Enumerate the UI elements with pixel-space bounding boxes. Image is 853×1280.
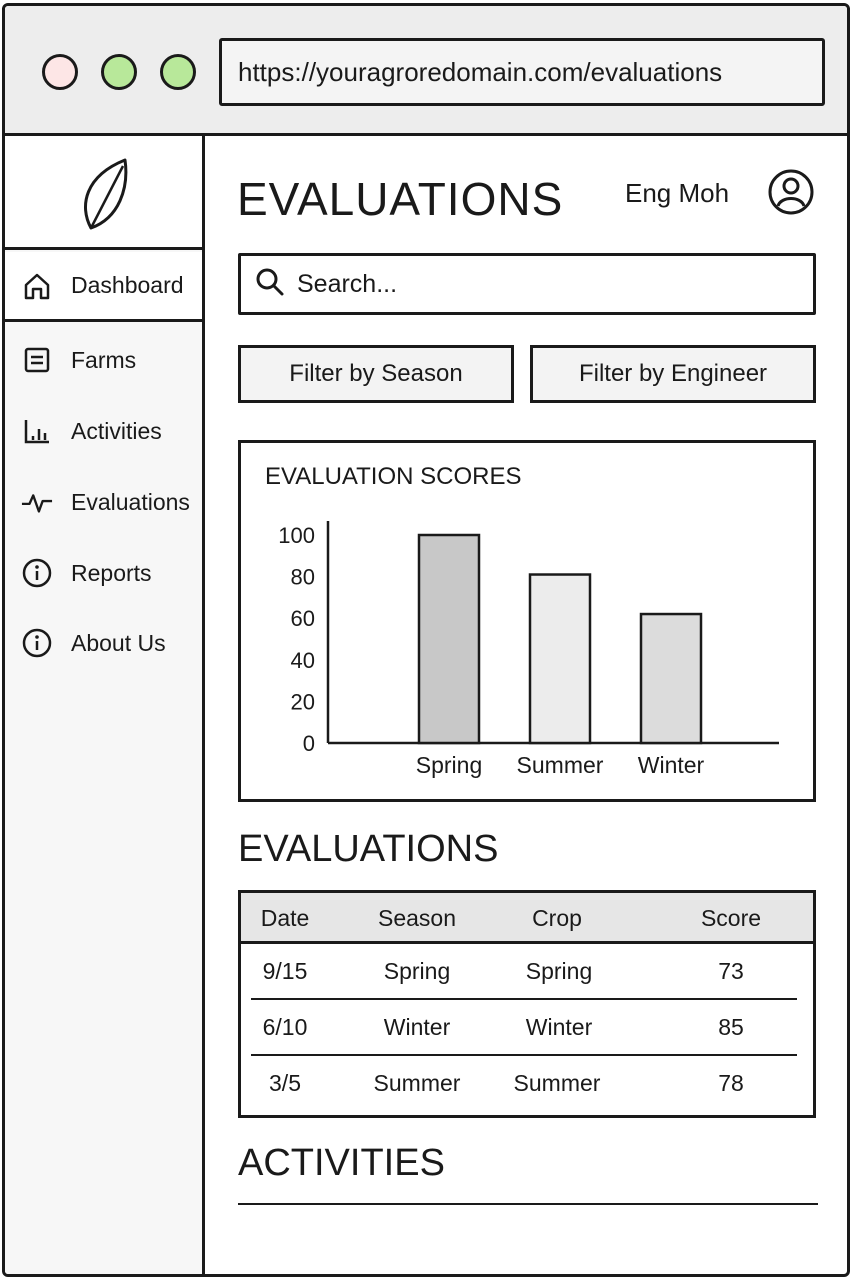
info-icon [21, 627, 53, 659]
sidebar-item-dashboard[interactable]: Dashboard [5, 252, 202, 322]
chart-title: EVALUATION SCORES [265, 463, 522, 490]
evaluations-table: Date Season Crop Score 9/15 Spring Sprin… [238, 890, 816, 1118]
column-header-crop: Crop [532, 905, 582, 931]
cell-season: Spring [383, 958, 451, 984]
home-icon [21, 270, 53, 302]
table-row[interactable]: 3/5 Summer Summer 78 [241, 1056, 813, 1112]
page-title: EVALUATIONS [237, 173, 564, 225]
column-header-score: Score [700, 905, 762, 931]
y-tick-label: 100 [278, 523, 315, 548]
table-row[interactable]: 9/15 Spring Spring 73 [241, 944, 813, 1000]
sidebar-item-label: Activities [71, 417, 162, 444]
activities-section-title: ACTIVITIES [238, 1142, 445, 1184]
sidebar-item-label: Dashboard [71, 272, 184, 298]
filter-by-season-button[interactable]: Filter by Season [238, 345, 514, 403]
user-name[interactable]: Eng Moh [625, 178, 730, 208]
sidebar-item-label: About Us [71, 629, 166, 656]
leaf-icon [83, 158, 128, 230]
evaluations-section-title: EVALUATIONS [238, 828, 499, 870]
cell-crop: Spring [525, 958, 593, 984]
bar-spring [417, 533, 481, 745]
search-input[interactable] [295, 268, 795, 300]
cell-crop: Summer [513, 1070, 601, 1096]
sidebar: Dashboard Farms Activities Evaluations R [5, 136, 205, 1274]
pulse-icon [21, 486, 53, 518]
window-minimize-dot[interactable] [101, 54, 137, 90]
document-icon [21, 344, 53, 376]
evaluation-scores-chart: EVALUATION SCORES 0 20 40 60 80 100 Spring Summ… [238, 440, 816, 802]
logo[interactable] [5, 136, 202, 250]
bar-chart: 0 20 40 60 80 100 Spring Summer Winter [278, 521, 779, 778]
row-divider [251, 1054, 797, 1056]
x-tick-label: Winter [638, 752, 705, 778]
cell-score: 85 [718, 1014, 744, 1040]
x-tick-label: Spring [416, 752, 482, 778]
x-tick-label: Summer [517, 752, 604, 778]
cell-score: 73 [718, 958, 744, 984]
browser-window: https://youragroredomain.com/evaluations… [2, 3, 850, 1277]
filter-by-engineer-button[interactable]: Filter by Engineer [530, 345, 816, 403]
table-header: Date Season Crop Score [241, 893, 813, 944]
cell-date: 3/5 [269, 1070, 301, 1096]
window-maximize-dot[interactable] [160, 54, 196, 90]
cell-score: 78 [718, 1070, 744, 1096]
y-tick-label: 60 [291, 606, 315, 631]
browser-titlebar: https://youragroredomain.com/evaluations [5, 6, 847, 136]
search-icon [255, 267, 285, 302]
info-icon [21, 557, 53, 589]
row-divider [251, 998, 797, 1000]
sidebar-item-label: Reports [71, 559, 152, 586]
main-content: EVALUATIONS Eng Moh Filter by Season Fil… [205, 136, 847, 1274]
y-tick-label: 40 [291, 648, 315, 673]
window-close-dot[interactable] [42, 54, 78, 90]
sidebar-item-activities[interactable]: Activities [5, 396, 202, 466]
table-row[interactable]: 6/10 Winter Winter 85 [241, 1000, 813, 1056]
y-tick-label: 0 [303, 731, 315, 756]
bar-summer [528, 573, 592, 745]
user-circle-icon[interactable] [767, 168, 815, 221]
cell-date: 6/10 [262, 1014, 308, 1040]
sidebar-item-reports[interactable]: Reports [5, 538, 202, 608]
bar-chart-icon [21, 415, 53, 447]
sidebar-item-about-us[interactable]: About Us [5, 608, 202, 678]
cell-crop: Winter [525, 1014, 593, 1040]
address-bar[interactable]: https://youragroredomain.com/evaluations [219, 38, 825, 106]
sidebar-item-label: Farms [71, 346, 137, 373]
sidebar-item-farms[interactable]: Farms [5, 325, 202, 395]
search-box[interactable] [238, 253, 816, 315]
y-tick-label: 20 [291, 689, 315, 714]
y-tick-label: 80 [291, 565, 315, 590]
cell-season: Winter [383, 1014, 451, 1040]
column-header-date: Date [260, 905, 310, 931]
bar-winter [639, 612, 703, 745]
cell-date: 9/15 [262, 958, 308, 984]
column-header-season: Season [377, 905, 457, 931]
cell-season: Summer [373, 1070, 461, 1096]
sidebar-item-label: Evaluations [71, 488, 190, 515]
sidebar-item-evaluations[interactable]: Evaluations [5, 467, 202, 537]
activities-divider [238, 1203, 818, 1205]
